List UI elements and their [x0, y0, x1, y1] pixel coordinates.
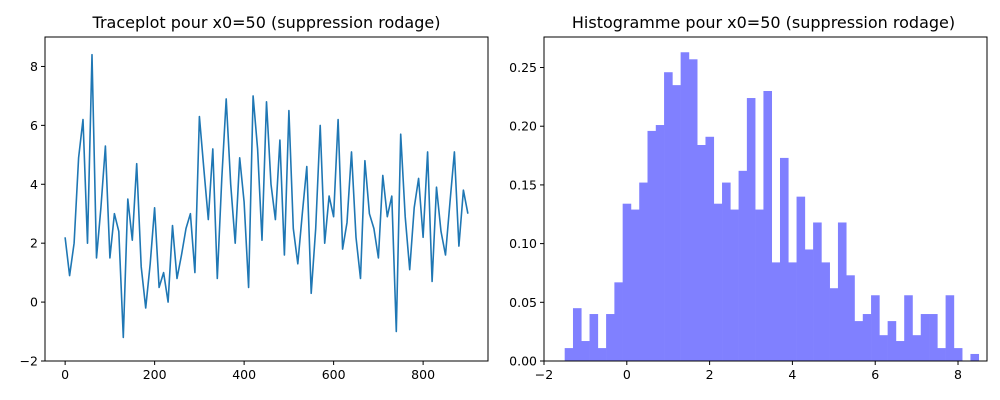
traceplot-x-tick-label: 600 [322, 367, 346, 382]
traceplot-title: Traceplot pour x0=50 (suppression rodage… [92, 13, 441, 32]
histogram-title: Histogramme pour x0=50 (suppression roda… [572, 13, 955, 32]
histogram-bar [887, 321, 897, 361]
histogram-bar [713, 203, 723, 361]
histogram-bar [581, 341, 590, 361]
histogram-bar [655, 125, 665, 361]
traceplot-y-tick-label: 6 [30, 118, 38, 133]
histogram-bar [920, 314, 930, 361]
histogram-x-tick-label: 2 [706, 367, 714, 382]
histogram-bar [755, 209, 764, 361]
traceplot-panel: Traceplot pour x0=50 (suppression rodage… [20, 13, 489, 382]
histogram-bar [837, 222, 847, 361]
histogram-bar [829, 288, 839, 361]
histogram-x-tick-label: 8 [954, 367, 962, 382]
histogram-bar [904, 295, 913, 361]
traceplot-x-tick-label: 800 [411, 367, 435, 382]
histogram-x-tick-label: 6 [871, 367, 879, 382]
histogram-bar [846, 275, 855, 361]
histogram-bars [564, 52, 980, 362]
histogram-bar [688, 59, 698, 362]
traceplot-y-tick-label: 2 [30, 236, 38, 251]
histogram-bar [788, 262, 797, 361]
histogram-y-tick-label: 0.20 [509, 119, 537, 134]
histogram-bar [738, 170, 748, 361]
histogram-bar [912, 335, 922, 361]
histogram-bar [970, 353, 980, 361]
histogram-bar [639, 182, 648, 361]
traceplot-x-axis: 0 200 400 600 800 [61, 361, 435, 382]
traceplot-y-tick-label: 8 [30, 59, 38, 74]
histogram-x-tick-label: 0 [623, 367, 631, 382]
histogram-bar [705, 136, 715, 361]
traceplot-y-axis: −2 0 2 4 6 8 [20, 59, 45, 369]
histogram-bar [771, 262, 781, 361]
histogram-bar [779, 157, 789, 361]
histogram-y-tick-label: 0.15 [509, 177, 537, 192]
histogram-bar [895, 341, 905, 361]
traceplot-x-tick-label: 400 [232, 367, 256, 382]
histogram-bar [589, 314, 599, 361]
histogram-bar [937, 348, 946, 361]
traceplot-x-tick-label: 0 [61, 367, 69, 382]
histogram-bar [672, 85, 681, 361]
histogram-bar [614, 282, 623, 361]
histogram-y-tick-label: 0.00 [509, 354, 537, 369]
histogram-bar [862, 314, 872, 361]
histogram-bar [630, 209, 640, 361]
traceplot-y-tick-label: 0 [30, 295, 38, 310]
traceplot-frame [44, 36, 489, 362]
histogram-bar [945, 295, 955, 361]
traceplot-series [64, 53, 469, 339]
histogram-bar [871, 295, 880, 361]
histogram-bar [953, 348, 963, 361]
histogram-y-tick-label: 0.10 [509, 236, 537, 251]
histogram-bar [813, 222, 822, 361]
histogram-y-tick-label: 0.05 [509, 295, 537, 310]
histogram-bar [929, 314, 938, 361]
histogram-y-axis: 0.00 0.05 0.10 0.15 0.20 0.25 [509, 60, 544, 369]
histogram-bar [664, 72, 673, 361]
histogram-bar [879, 335, 888, 361]
histogram-x-tick-label: 4 [788, 367, 796, 382]
traceplot-x-tick-label: 200 [143, 367, 167, 382]
histogram-bar [746, 98, 756, 361]
histogram-bar [821, 262, 830, 361]
histogram-bar [763, 91, 773, 361]
traceplot-y-tick-label: 4 [30, 177, 38, 192]
histogram-bar [697, 145, 706, 361]
histogram-bar [722, 182, 731, 361]
histogram-bar [564, 348, 574, 361]
histogram-panel: Histogramme pour x0=50 (suppression roda… [509, 13, 988, 382]
histogram-bar [680, 52, 690, 361]
histogram-bar [606, 314, 615, 361]
histogram-bar [854, 321, 864, 361]
histogram-bar [572, 308, 582, 361]
histogram-bar [622, 203, 632, 361]
traceplot-line [64, 53, 469, 339]
histogram-x-tick-label: −2 [535, 367, 553, 382]
histogram-y-tick-label: 0.25 [509, 60, 537, 75]
histogram-bar [796, 196, 806, 361]
histogram-x-axis: −2 0 2 4 6 8 [535, 361, 962, 382]
histogram-bar [647, 130, 657, 361]
histogram-frame [543, 36, 988, 362]
histogram-bar [730, 209, 739, 361]
histogram-bar [597, 348, 607, 361]
traceplot-y-tick-label: −2 [20, 354, 38, 369]
histogram-bar [804, 249, 814, 361]
